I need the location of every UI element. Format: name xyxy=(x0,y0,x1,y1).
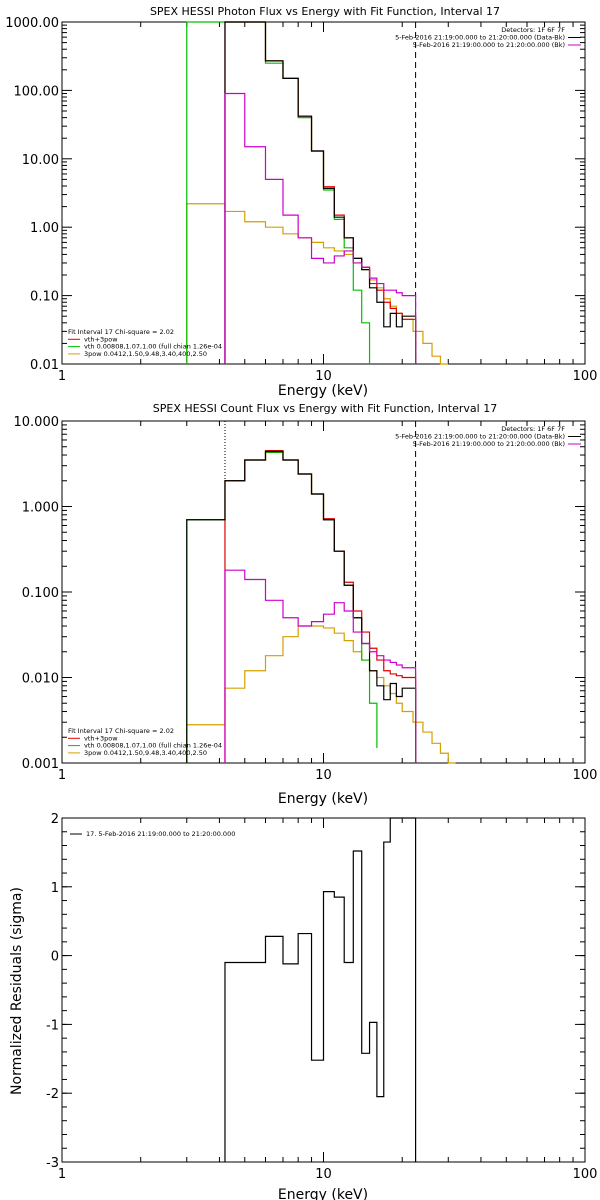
photon-flux-xlabel: Energy (keV) xyxy=(278,383,368,399)
photon-flux-x-tick-label: 100 xyxy=(573,369,598,384)
residuals-legend: 17. 5-Feb-2016 21:19:00.000 to 21:20:00.… xyxy=(70,830,235,838)
residuals-series xyxy=(224,817,417,1162)
residuals-y-tick-label: 0 xyxy=(51,950,59,965)
residuals-ticks: 1 10 100 -3 -2 -1 0 1 2 xyxy=(46,812,597,1182)
residuals-x-tick-label: 10 xyxy=(315,1167,332,1182)
count-flux-legend-top-right: Detectors: 1F 6F 7F5-Feb-2016 21:19:00.0… xyxy=(395,425,581,448)
photon-flux-y-tick-label: 100.00 xyxy=(14,84,60,99)
count-flux-ticks: 1 10 100 0.001 0.010 0.100 1.000 10.000 xyxy=(14,415,598,783)
count-flux-legend-entry: 5-Feb-2016 21:19:00.000 to 21:20:00.000 … xyxy=(413,440,565,448)
count-flux-series-4 xyxy=(224,569,417,763)
residuals-y-tick-label: -3 xyxy=(46,1156,59,1171)
residuals-series-0 xyxy=(224,817,417,1162)
residuals-xlabel: Energy (keV) xyxy=(278,1187,368,1200)
photon-flux-legend-entry: vth 0.00808,1.07,1.00 (full chian 1.26e-… xyxy=(84,343,222,351)
photon-flux-title: SPEX HESSI Photon Flux vs Energy with Fi… xyxy=(150,5,500,18)
count-flux-y-tick-label: 0.100 xyxy=(22,586,59,601)
photon-flux-y-tick-label: 1.00 xyxy=(30,221,59,236)
residuals-x-tick-label: 1 xyxy=(58,1167,66,1182)
photon-flux-legend-entry: Fit Interval 17 Chi-square = 2.02 xyxy=(68,328,174,336)
photon-flux-series xyxy=(186,21,449,365)
photon-flux-legend-entry: Detectors: 1F 6F 7F xyxy=(501,26,565,34)
photon-flux-series-4 xyxy=(224,92,417,364)
count-flux-series xyxy=(186,450,456,764)
count-flux-legend-bottom-left: Fit Interval 17 Chi-square = 2.02vth+3po… xyxy=(68,727,222,757)
photon-flux-legend-entry: 5-Feb-2016 21:19:00.000 to 21:20:00.000 … xyxy=(413,41,565,49)
residuals-legend-entry: 17. 5-Feb-2016 21:19:00.000 to 21:20:00.… xyxy=(86,830,235,838)
count-flux-legend-entry: 5-Feb-2016 21:19:00.000 to 21:20:00.000 … xyxy=(395,433,565,441)
photon-flux-legend-entry: 3pow 0.0412,1.50,9.48,3.40,400,2.50 xyxy=(84,350,207,358)
residuals-y-tick-label: -2 xyxy=(46,1087,59,1102)
photon-flux-y-tick-label: 10.00 xyxy=(22,153,59,168)
photon-flux-y-tick-label: 0.10 xyxy=(30,290,59,305)
photon-flux-series-3 xyxy=(224,21,417,364)
count-flux-series-2 xyxy=(224,450,417,763)
residuals-x-tick-label: 100 xyxy=(573,1167,598,1182)
residuals-panel: 1 10 100 -3 -2 -1 0 1 2 17. 5-Feb-2016 21:19:00.… xyxy=(9,812,597,1200)
count-flux-legend-entry: vth 0.00808,1.07,1.00 (full chian 1.26e-… xyxy=(84,742,222,750)
count-flux-legend-entry: Fit Interval 17 Chi-square = 2.02 xyxy=(68,727,174,735)
residuals-y-tick-label: 2 xyxy=(51,812,59,827)
count-flux-legend-entry: vth+3pow xyxy=(84,734,118,742)
photon-flux-x-tick-label: 10 xyxy=(315,369,332,384)
count-flux-legend-entry: 3pow 0.0412,1.50,9.48,3.40,400,2.50 xyxy=(84,749,207,757)
photon-flux-y-tick-label: 0.01 xyxy=(30,358,59,373)
photon-flux-x-tick-label: 1 xyxy=(58,369,66,384)
residuals-y-tick-label: -1 xyxy=(46,1018,59,1033)
count-flux-title: SPEX HESSI Count Flux vs Energy with Fit… xyxy=(153,402,497,415)
residuals-y-tick-label: 1 xyxy=(51,881,59,896)
photon-flux-panel: SPEX HESSI Photon Flux vs Energy with Fi… xyxy=(5,5,597,399)
photon-flux-legend-entry: 5-Feb-2016 21:19:00.000 to 21:20:00.000 … xyxy=(395,34,565,42)
count-flux-panel: SPEX HESSI Count Flux vs Energy with Fit… xyxy=(14,402,598,807)
residuals-ylabel: Normalized Residuals (sigma) xyxy=(9,887,25,1095)
count-flux-x-tick-label: 100 xyxy=(573,768,598,783)
count-flux-y-tick-label: 0.001 xyxy=(22,757,59,772)
photon-flux-ticks: 1 10 100 0.01 0.10 1.00 10.00 100.00 1000.00 xyxy=(5,16,597,384)
count-flux-x-tick-label: 1 xyxy=(58,768,66,783)
photon-flux-y-tick-label: 1000.00 xyxy=(5,16,59,31)
count-flux-xlabel: Energy (keV) xyxy=(278,791,368,807)
count-flux-legend-entry: Detectors: 1F 6F 7F xyxy=(501,425,565,433)
count-flux-y-tick-label: 10.000 xyxy=(14,415,60,430)
count-flux-y-tick-label: 0.010 xyxy=(22,672,59,687)
count-flux-x-tick-label: 10 xyxy=(315,768,332,783)
count-flux-y-tick-label: 1.000 xyxy=(22,501,59,516)
photon-flux-legend-entry: vth+3pow xyxy=(84,335,118,343)
count-flux-series-3 xyxy=(186,450,417,763)
photon-flux-legend-top-right: Detectors: 1F 6F 7F5-Feb-2016 21:19:00.0… xyxy=(395,26,581,49)
photon-flux-legend-bottom-left: Fit Interval 17 Chi-square = 2.02vth+3po… xyxy=(68,328,222,358)
